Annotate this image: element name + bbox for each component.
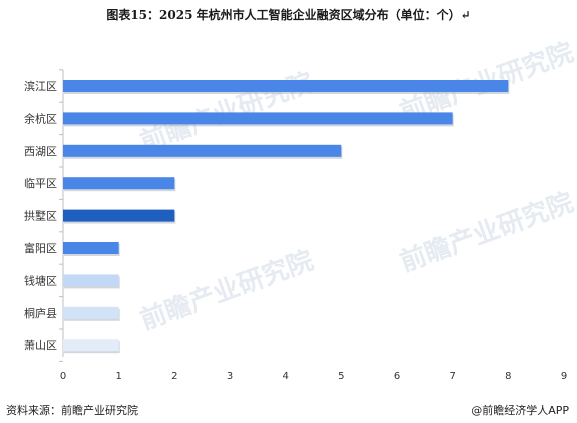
bar [63, 274, 119, 287]
chart-title: 图表15：2025 年杭州市人工智能企业融资区域分布（单位：个）↵ [106, 8, 471, 22]
y-tick-label: 临平区 [24, 176, 57, 190]
bar [63, 80, 509, 92]
y-tick-label: 钱塘区 [24, 273, 57, 287]
x-tick-label: 0 [60, 371, 66, 382]
x-tick-label: 8 [505, 371, 511, 382]
bar [63, 177, 175, 190]
x-tick-label: 3 [227, 371, 233, 382]
y-tick-label: 拱墅区 [24, 209, 57, 223]
y-tick-label: 桐庐县 [24, 306, 57, 320]
source-note: 资料来源：前瞻产业研究院 [6, 404, 138, 417]
bar [63, 144, 342, 157]
bar [63, 112, 453, 125]
x-tick-label: 9 [561, 371, 567, 382]
x-tick-label: 5 [338, 371, 344, 382]
bar [63, 339, 119, 352]
bar [63, 242, 119, 254]
bar [63, 209, 175, 222]
x-tick-label: 4 [282, 371, 288, 382]
y-tick-label: 西湖区 [24, 145, 57, 158]
brand-credit: @前瞻经济学人APP [471, 404, 569, 417]
x-tick-label: 7 [449, 371, 455, 382]
y-tick-label: 富阳区 [24, 241, 57, 255]
x-tick-label: 6 [394, 371, 400, 382]
bar [63, 306, 119, 319]
y-tick-label: 滨江区 [24, 79, 57, 93]
y-tick-label: 余杭区 [24, 111, 57, 125]
x-tick-label: 2 [171, 371, 177, 382]
y-tick-label: 萧山区 [24, 339, 57, 352]
x-tick-label: 1 [115, 371, 121, 382]
